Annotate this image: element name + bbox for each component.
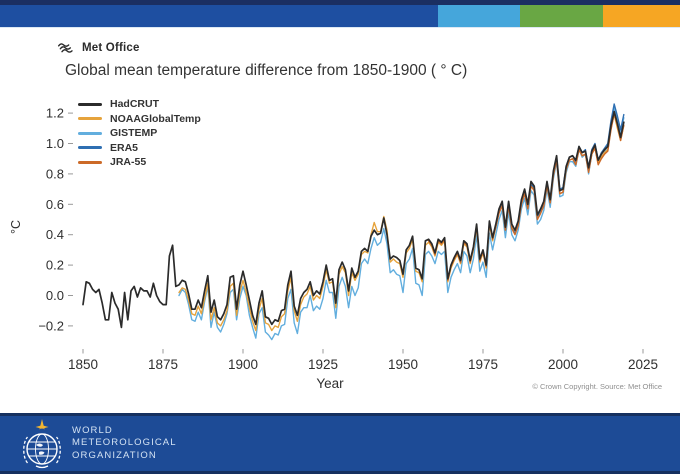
footer-bar: WORLD METEOROLOGICAL ORGANIZATION: [0, 413, 680, 474]
legend: HadCRUT NOAAGlobalTemp GISTEMP ERA5 JRA-55: [78, 98, 201, 169]
x-tick-label: 2025: [628, 357, 658, 372]
series-line-gistemp: [178, 106, 625, 341]
wmo-org-line-1: WORLD: [72, 424, 113, 436]
x-tick-label: 1925: [308, 357, 338, 372]
legend-item: HadCRUT: [78, 98, 201, 111]
legend-label: GISTEMP: [110, 127, 158, 140]
y-tick-label: 1.0: [46, 136, 64, 151]
x-axis-label: Year: [316, 376, 344, 391]
legend-item: ERA5: [78, 141, 201, 154]
legend-label: HadCRUT: [110, 98, 159, 111]
legend-label: NOAAGlobalTemp: [110, 112, 201, 125]
legend-swatch: [78, 131, 102, 135]
wmo-org-name: WORLD METEOROLOGICAL ORGANIZATION: [72, 425, 177, 463]
x-tick-label: 1975: [468, 357, 498, 372]
series-line-noaaglobaltemp: [178, 113, 625, 332]
series-line-hadcrut: [82, 110, 625, 329]
met-office-logo: Met Office: [57, 41, 140, 54]
wmo-logo-icon: [23, 418, 61, 468]
series-line-era5: [495, 103, 625, 234]
legend-swatch: [78, 102, 102, 106]
header-segment-green: [520, 5, 603, 27]
header-segment-orange: [603, 5, 680, 27]
y-tick-label: 0.6: [46, 197, 64, 212]
legend-swatch: [78, 146, 102, 150]
x-tick-label: 1875: [148, 357, 178, 372]
legend-item: GISTEMP: [78, 127, 201, 140]
legend-swatch: [78, 160, 102, 164]
legend-item: JRA-55: [78, 156, 201, 169]
y-tick-label: 0.4: [46, 227, 64, 242]
y-tick-label: −0.2: [38, 318, 64, 333]
chart-title: Global mean temperature difference from …: [65, 62, 468, 79]
met-office-waves-icon: [57, 43, 73, 53]
met-office-wordmark: Met Office: [82, 41, 140, 54]
copyright-note: © Crown Copyright. Source: Met Office: [532, 382, 662, 391]
header-divider: [0, 27, 680, 28]
x-tick-label: 1850: [68, 357, 98, 372]
y-tick-label: 0.0: [46, 288, 64, 303]
legend-item: NOAAGlobalTemp: [78, 112, 201, 125]
x-tick-label: 2000: [548, 357, 578, 372]
y-tick-label: 0.2: [46, 258, 64, 273]
x-tick-label: 1950: [388, 357, 418, 372]
legend-swatch: [78, 117, 102, 121]
legend-label: JRA-55: [110, 156, 147, 169]
wmo-org-line-2: METEOROLOGICAL: [72, 437, 177, 449]
y-tick-label: 1.2: [46, 106, 64, 121]
y-tick-label: 0.8: [46, 166, 64, 181]
header-segment-lightblue: [438, 5, 520, 27]
header-navy-strip: [0, 0, 680, 5]
legend-label: ERA5: [110, 141, 139, 154]
x-tick-label: 1900: [228, 357, 258, 372]
y-axis-label: °C: [9, 219, 23, 235]
header-segment-blue: [0, 5, 438, 27]
header-stripe: [0, 5, 680, 27]
wmo-org-line-3: ORGANIZATION: [72, 449, 157, 461]
